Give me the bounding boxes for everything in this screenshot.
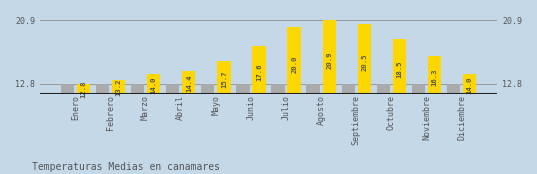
Text: 18.5: 18.5 <box>396 60 402 78</box>
Text: 20.9: 20.9 <box>326 52 332 69</box>
Bar <box>393 39 406 94</box>
Bar <box>217 61 230 94</box>
Bar <box>77 84 90 94</box>
Text: 15.7: 15.7 <box>221 70 227 88</box>
Bar <box>147 74 161 94</box>
Bar <box>182 71 195 94</box>
Bar <box>287 27 301 94</box>
Bar <box>428 56 441 94</box>
Bar <box>112 80 125 94</box>
Text: 16.3: 16.3 <box>432 68 438 86</box>
Text: 17.6: 17.6 <box>256 64 262 81</box>
Bar <box>342 84 355 94</box>
Bar <box>376 84 390 94</box>
Bar <box>201 84 214 94</box>
Bar <box>307 84 320 94</box>
Text: 20.0: 20.0 <box>291 55 297 73</box>
Bar <box>358 23 371 94</box>
Text: 13.2: 13.2 <box>115 79 121 96</box>
Text: 14.4: 14.4 <box>186 75 192 92</box>
Bar <box>252 46 266 94</box>
Bar <box>323 21 336 94</box>
Text: 14.0: 14.0 <box>151 76 157 94</box>
Bar <box>463 74 476 94</box>
Bar <box>236 84 250 94</box>
Text: 14.0: 14.0 <box>467 76 473 94</box>
Bar <box>271 84 285 94</box>
Bar <box>412 84 425 94</box>
Text: 12.8: 12.8 <box>81 80 86 98</box>
Text: Temperaturas Medias en canamares: Temperaturas Medias en canamares <box>32 162 220 172</box>
Bar <box>131 84 144 94</box>
Bar <box>166 84 179 94</box>
Text: 20.5: 20.5 <box>361 53 367 71</box>
Bar <box>61 84 74 94</box>
Bar <box>447 84 460 94</box>
Bar <box>96 84 109 94</box>
